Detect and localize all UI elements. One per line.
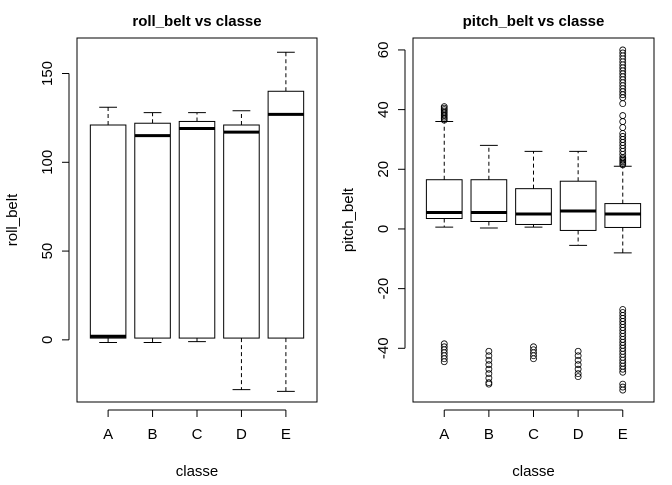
- box-e: [604, 46, 642, 394]
- iqr-box: [178, 120, 216, 339]
- y-axis-label: pitch_belt: [340, 187, 357, 252]
- outlier-point: [440, 355, 448, 363]
- y-tick-label: 0: [375, 225, 392, 233]
- outlier-point: [574, 356, 582, 364]
- outlier-point: [485, 379, 493, 387]
- outlier-point: [574, 373, 582, 381]
- x-axis-label: classe: [512, 463, 555, 480]
- roll-belt-panel: roll_belt vs classe classe roll_belt 0 50 100…: [4, 13, 318, 480]
- iqr-box: [470, 179, 508, 222]
- outlier-point: [574, 352, 582, 360]
- box-b: [470, 144, 508, 388]
- outlier-point: [485, 352, 493, 360]
- x-tick-label: C: [192, 426, 203, 443]
- outlier-point: [530, 352, 537, 360]
- y-tick-label: 50: [39, 243, 56, 260]
- outlier-point: [619, 365, 627, 373]
- outlier-point: [574, 361, 582, 369]
- iqr-box: [515, 188, 552, 225]
- plot-frame: [412, 37, 655, 403]
- outlier-point: [619, 46, 627, 54]
- x-axis-label: classe: [176, 463, 219, 480]
- x-tick-label: E: [281, 426, 291, 443]
- y-axis-label: roll_belt: [4, 193, 21, 246]
- outlier-point: [440, 358, 448, 366]
- outlier-point: [619, 112, 627, 119]
- chart-title: roll_belt vs classe: [132, 13, 261, 30]
- iqr-box: [223, 124, 260, 339]
- y-tick-label: 0: [39, 336, 56, 344]
- outlier-point: [619, 133, 627, 140]
- x-tick-label: A: [103, 426, 113, 443]
- iqr-box: [267, 90, 305, 339]
- outlier-point: [485, 347, 493, 355]
- iqr-box: [89, 124, 127, 339]
- box-c: [515, 150, 552, 363]
- outlier-point: [574, 370, 582, 378]
- pitch-belt-panel: pitch_belt vs classe classe pitch_belt -40 -…: [340, 13, 655, 480]
- y-tick-label: 40: [375, 101, 392, 118]
- box-e: [267, 51, 305, 392]
- iqr-box: [559, 180, 597, 231]
- outlier-point: [619, 124, 627, 131]
- box-d: [223, 110, 260, 391]
- outlier-point: [619, 118, 627, 125]
- y-tick-label: -20: [375, 278, 392, 300]
- outlier-point: [485, 365, 493, 373]
- iqr-box: [134, 122, 171, 339]
- y-tick-label: 60: [375, 42, 392, 59]
- box-c: [178, 112, 216, 343]
- outlier-point: [485, 361, 493, 369]
- x-tick-label: A: [439, 426, 449, 443]
- outlier-point: [619, 383, 627, 391]
- x-tick-label: E: [618, 426, 628, 443]
- outlier-point: [574, 347, 582, 355]
- x-tick-label: C: [528, 426, 539, 443]
- y-tick-label: -40: [375, 337, 392, 359]
- x-tick-label: B: [148, 426, 158, 443]
- box-a: [425, 103, 463, 366]
- box-a: [89, 106, 127, 344]
- outlier-point: [619, 49, 627, 57]
- outlier-point: [485, 370, 493, 378]
- outlier-point: [485, 380, 493, 388]
- box-b: [134, 112, 171, 344]
- plot-frame: [76, 37, 318, 403]
- y-tick-label: 20: [375, 161, 392, 178]
- x-tick-label: D: [236, 426, 247, 443]
- outlier-point: [485, 356, 493, 364]
- chart-title: pitch_belt vs classe: [463, 13, 605, 30]
- x-tick-label: B: [484, 426, 494, 443]
- outlier-point: [440, 103, 448, 111]
- outlier-point: [619, 386, 627, 394]
- outlier-point: [619, 100, 627, 108]
- x-tick-label: D: [573, 426, 584, 443]
- outlier-point: [619, 368, 627, 376]
- box-d: [559, 150, 597, 381]
- y-tick-label: 150: [39, 61, 56, 86]
- outlier-point: [530, 355, 537, 363]
- y-tick-label: 100: [39, 150, 56, 175]
- outlier-point: [574, 365, 582, 373]
